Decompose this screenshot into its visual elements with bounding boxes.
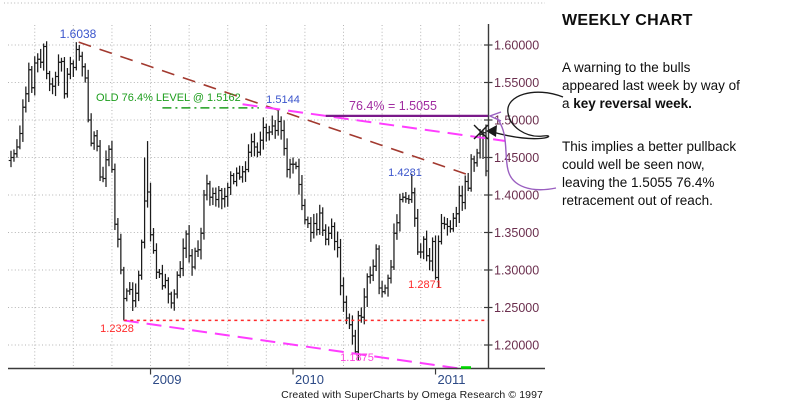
annotation-1.5144: 1.5144 <box>266 94 300 106</box>
key-reversal-emphasis: key reversal week. <box>573 96 692 111</box>
retracement-callout-curve <box>496 117 557 191</box>
x-mark-icon <box>473 124 489 140</box>
trendline-downtrend-lower <box>123 319 463 370</box>
commentary-paragraph-1: A warning to the bulls appeared last wee… <box>562 59 768 113</box>
key-reversal-arrowhead-icon <box>486 125 497 137</box>
grid <box>4 2 545 367</box>
y-axis-label: 1.35000 <box>494 226 539 240</box>
y-axis-label: 1.55000 <box>494 76 539 90</box>
y-axis-label: 1.50000 <box>494 114 539 128</box>
y-axis-label: 1.30000 <box>494 264 539 278</box>
annotations: 1.6038 OLD 76.4% LEVEL @ 1.5162 1.5144 76.4… <box>60 27 442 364</box>
callouts <box>473 91 564 191</box>
annotation-76.41.5162: OLD 76.4% LEVEL @ 1.5162 <box>96 92 241 104</box>
y-axis-label: 1.40000 <box>494 189 539 203</box>
annotation-1.2328: 1.2328 <box>100 323 134 335</box>
price-bars <box>8 41 489 361</box>
trendlines <box>78 41 506 370</box>
annotation-76.41.5055: 76.4% = 1.5055 <box>349 99 437 113</box>
x-axis-year-label: 2009 <box>153 372 182 387</box>
y-axis-label: 1.20000 <box>494 339 539 353</box>
key-reversal-arrow <box>488 91 564 140</box>
p1-lines: A warning to the bulls appeared last wee… <box>562 60 740 93</box>
supercharts-credit: Created with SuperCharts by Omega Resear… <box>281 389 543 401</box>
annotation-1.1875: 1.1875 <box>340 352 374 364</box>
panel-title: WEEKLY CHART <box>562 12 693 29</box>
x-axis-year-label: 2010 <box>295 372 324 387</box>
commentary-panel: WEEKLY CHART A warning to the bulls appe… <box>560 12 768 235</box>
trendline-downtrend-from-1.5144 <box>242 103 506 142</box>
y-axis-label: 1.25000 <box>494 301 539 315</box>
y-axis-label: 1.45000 <box>494 151 539 165</box>
annotation-1.2871: 1.2871 <box>408 279 442 291</box>
retracement-arrowhead-icon <box>488 111 502 122</box>
annotation-1.4281: 1.4281 <box>388 167 422 179</box>
y-axis-label: 1.60000 <box>494 39 539 53</box>
axis: 1.60000 1.55000 1.50000 1.45000 1.40000 1.350… <box>8 24 545 387</box>
annotation-1.6038: 1.6038 <box>60 27 97 41</box>
x-axis-year-label: 2011 <box>438 372 466 387</box>
commentary-paragraph-2: This implies a better pullback could wel… <box>562 139 737 208</box>
p1-line3-normal: a <box>562 96 574 111</box>
